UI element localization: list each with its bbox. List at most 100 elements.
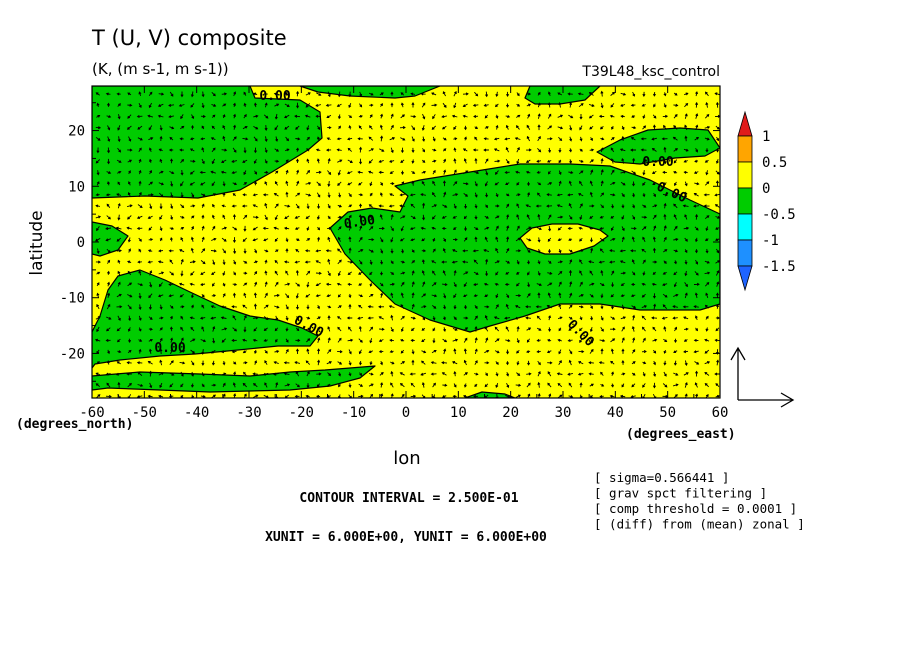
wind-vector xyxy=(611,125,614,130)
wind-vector xyxy=(441,372,447,376)
wind-vector xyxy=(117,259,121,264)
wind-vector xyxy=(348,214,352,220)
wind-vector xyxy=(358,214,362,220)
wind-vector xyxy=(474,126,478,129)
wind-vector xyxy=(325,249,332,253)
wind-vector xyxy=(589,125,594,130)
wind-vector xyxy=(201,158,205,165)
wind-vector xyxy=(191,304,194,309)
wind-vector xyxy=(263,327,268,332)
wind-vector xyxy=(506,349,510,355)
wind-vector xyxy=(243,248,247,254)
wind-vector xyxy=(588,91,594,96)
wind-vector xyxy=(548,327,552,332)
wind-vector xyxy=(242,159,248,163)
wind-vector xyxy=(673,159,678,164)
x-axis-unit: (degrees_east) xyxy=(626,427,736,442)
wind-vector xyxy=(390,326,394,332)
wind-vector xyxy=(274,259,279,264)
wind-vector xyxy=(232,327,238,332)
wind-vector xyxy=(662,293,668,298)
wind-vector xyxy=(432,338,436,344)
wind-vector xyxy=(620,103,626,107)
wind-vector xyxy=(253,102,257,108)
wind-vector xyxy=(610,360,615,365)
wind-vector xyxy=(138,91,142,97)
wind-vector xyxy=(115,226,122,230)
wind-vector xyxy=(556,372,563,376)
wind-vector xyxy=(138,270,142,276)
wind-vector xyxy=(368,226,374,231)
wind-vector xyxy=(422,148,425,153)
wind-vector xyxy=(252,338,258,342)
wind-vector xyxy=(222,248,226,254)
note-line: [ sigma=0.566441 ] xyxy=(594,470,729,485)
wind-vector xyxy=(105,372,111,376)
wind-vector xyxy=(274,327,279,332)
wind-vector xyxy=(127,294,133,298)
wind-vector xyxy=(684,191,688,198)
wind-vector xyxy=(484,314,488,321)
wind-vector xyxy=(663,249,668,253)
wind-vector xyxy=(619,148,626,152)
wind-vector xyxy=(409,372,416,376)
wind-vector xyxy=(694,315,698,321)
wind-vector xyxy=(242,193,247,197)
wind-vector xyxy=(515,170,521,174)
wind-vector xyxy=(158,170,164,174)
wind-vector xyxy=(526,148,532,152)
wind-vector xyxy=(400,361,406,365)
wind-vector xyxy=(443,327,447,332)
wind-vector xyxy=(462,249,468,253)
wind-vector xyxy=(683,159,688,163)
wind-vector xyxy=(148,238,154,242)
wind-vector xyxy=(285,237,289,243)
wind-vector xyxy=(535,305,542,309)
wind-vector xyxy=(715,383,720,388)
wind-vector xyxy=(431,204,437,208)
wind-vector xyxy=(264,181,268,186)
wind-vector xyxy=(463,282,468,288)
wind-vector xyxy=(485,270,489,277)
wind-vector xyxy=(200,394,206,398)
wind-vector xyxy=(442,91,446,97)
wind-vector xyxy=(348,236,352,243)
wind-vector xyxy=(463,383,467,388)
wind-vector xyxy=(337,337,342,343)
wind-vector xyxy=(609,260,616,264)
wind-vector xyxy=(264,136,268,143)
wind-vector xyxy=(579,114,583,120)
wind-vector xyxy=(411,292,415,299)
wind-vector xyxy=(274,159,280,163)
wind-vector xyxy=(116,237,122,242)
wind-vector xyxy=(695,327,699,332)
wind-vector xyxy=(506,293,510,299)
wind-vector xyxy=(453,383,457,388)
wind-vector xyxy=(400,102,404,108)
wind-vector xyxy=(368,350,373,354)
x-tick-label: 0 xyxy=(402,405,410,421)
wind-vector xyxy=(600,269,604,276)
wind-vector xyxy=(473,259,479,265)
wind-vector xyxy=(201,304,205,309)
wind-vector xyxy=(452,215,457,219)
wind-vector xyxy=(453,238,458,242)
wind-vector xyxy=(304,114,311,118)
wind-vector xyxy=(599,248,604,253)
wind-vector xyxy=(536,159,542,163)
wind-vector xyxy=(672,305,678,309)
y-tick-label: 10 xyxy=(68,179,85,195)
wind-vector xyxy=(179,249,185,253)
wind-vector xyxy=(285,148,290,152)
wind-vector xyxy=(401,248,405,254)
wind-vector xyxy=(210,305,216,309)
wind-vector xyxy=(567,338,573,343)
wind-vector xyxy=(558,147,562,153)
wind-vector xyxy=(432,237,436,242)
chart-title: T (U, V) composite xyxy=(91,26,287,50)
wind-vector xyxy=(422,281,426,287)
wind-vector xyxy=(547,214,552,220)
wind-vector xyxy=(264,281,268,287)
wind-vector xyxy=(180,91,184,98)
wind-vector xyxy=(179,294,184,298)
